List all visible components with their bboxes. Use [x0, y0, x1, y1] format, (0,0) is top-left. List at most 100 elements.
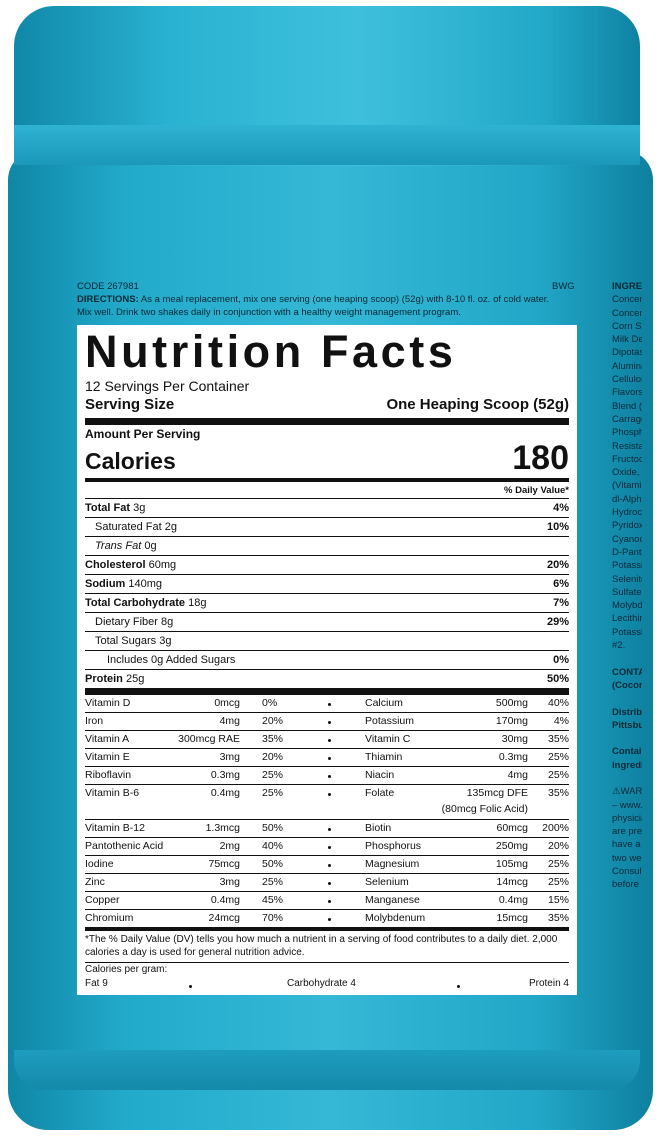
vitamin-dv: 25%	[262, 787, 284, 799]
vitamin-dv: 20%	[262, 715, 284, 727]
vitamin-row: Copper 0.4mg 45% Manganese 0.4mg 15%	[85, 891, 569, 909]
separator-dot	[328, 882, 331, 885]
vitamin-row: Pantothenic Acid 2mg 40% Phosphorus 250mg 20%	[85, 837, 569, 855]
vitamin-dv: 25%	[262, 769, 284, 781]
vitamin-amount: 75mcg	[208, 858, 240, 870]
ingredient-line: Pittsburgh, P	[612, 719, 642, 731]
vitamin-dv: 4%	[553, 715, 569, 727]
vitamin-amount: 2mg	[219, 840, 240, 852]
vitamin-amount: 250mg	[495, 840, 528, 852]
ingredient-line	[612, 772, 642, 785]
ingredient-line: (Vitamin A Acet	[612, 480, 642, 492]
ingredient-line: Potassium Iodide	[612, 560, 642, 572]
nutrient-dv: 50%	[546, 673, 569, 685]
vitamin-name: Riboflavin	[85, 769, 132, 781]
vitamin-row: Iodine 75mcg 50% Magnesium 105mg 25%	[85, 855, 569, 873]
separator-dot	[328, 900, 331, 903]
ingredient-line: dl-Alpha Tocop	[612, 493, 642, 505]
ingredient-line: Potassium, FD&	[612, 626, 642, 638]
vitamin-row: Riboflavin 0.3mg 25% Niacin 4mg 25%	[85, 766, 569, 784]
separator-dot	[328, 918, 331, 921]
vitamin-row: Vitamin D 0mcg 0% Calcium 500mg 40%	[85, 695, 569, 712]
ingredient-line: Aluminate), Wh	[612, 360, 642, 372]
vitamin-name: Vitamin C	[365, 733, 411, 745]
vitamin-row: Vitamin B-6 0.4mg 25% Folate 135mcg DFE (80mc…	[85, 784, 569, 819]
vitamin-amount-note: (80mcg Folic Acid)	[441, 803, 528, 815]
ingredient-line	[612, 652, 642, 665]
rule	[85, 688, 569, 695]
vitamin-name: Thiamin	[365, 751, 403, 763]
directions-label: DIRECTIONS:	[77, 294, 139, 305]
ingredient-line: Resistant Corn	[612, 440, 642, 452]
vitamin-dv: 20%	[262, 751, 284, 763]
ingredients: INGREDIENTS: Concentrate, NConcentrate, C…	[612, 280, 642, 892]
vitamin-dv: 35%	[547, 912, 569, 924]
vitamin-name: Copper	[85, 894, 120, 906]
separator-dot	[328, 721, 331, 724]
servings: 12 Servings Per Container	[85, 378, 250, 394]
vitamin-amount: 4mg	[507, 769, 528, 781]
ingredient-line: Phosphate, Calc	[612, 427, 642, 439]
nutrient-dv: 7%	[553, 597, 569, 609]
vitamin-dv: 200%	[542, 822, 569, 834]
vitamin-name: Molybdenum	[365, 912, 426, 924]
ingredient-line: before any lab te	[612, 879, 642, 891]
separator-dot	[328, 846, 331, 849]
ingredient-line: Distributed by	[612, 706, 642, 718]
vitamin-dv: 20%	[547, 840, 569, 852]
nutrient-amount: 25g	[125, 673, 145, 685]
vitamin-amount: 3mg	[219, 751, 240, 763]
vitamin-amount: 14mcg	[496, 876, 528, 888]
vitamin-dv: 40%	[547, 697, 569, 709]
nutrient-row: Cholesterol 60mg 20%	[85, 555, 569, 574]
vitamin-name: Vitamin B-12	[85, 822, 145, 834]
ingredient-line: Cyanocobalamin	[612, 533, 642, 545]
vitamin-amount: 300mcg RAE	[178, 733, 240, 745]
cpg-fat: Fat 9	[85, 978, 108, 989]
nutrient-left: Total Sugars 3g	[95, 632, 171, 650]
vitamin-dv: 35%	[547, 733, 569, 745]
calories-value: 180	[512, 439, 569, 477]
nutrient-amount: 8g	[161, 616, 174, 628]
nutrition-label: Nutrition Facts 12 Servings Per Containe…	[77, 325, 577, 995]
vitamin-name: Biotin	[365, 822, 392, 834]
vitamin-amount: 500mg	[495, 697, 528, 709]
ingredient-line: ⚠WARNING: Can	[612, 786, 642, 798]
ingredient-line: D-Pantothenate	[612, 546, 642, 558]
nutrient-left: Total Carbohydrate 18g	[85, 594, 206, 612]
vitamin-amount: 170mg	[495, 715, 528, 727]
cpg-label: Calories per gram:	[85, 964, 168, 975]
vitamin-name: Phosphorus	[365, 840, 422, 852]
nutrient-name: Dietary Fiber	[95, 616, 158, 628]
nutrient-amount: 3g	[159, 635, 172, 647]
ingredient-line: two weeks prior t	[612, 852, 642, 864]
nutrient-row: Total Carbohydrate 18g 7%	[85, 593, 569, 612]
directions: DIRECTIONS: As a meal replacement, mix o…	[77, 293, 557, 319]
rule	[85, 927, 569, 931]
calories-row: Calories 180	[85, 439, 569, 477]
ingredient-line: Corn Syrup Sol	[612, 320, 642, 332]
vitamin-list: Vitamin D 0mcg 0% Calcium 500mg 40% Iron 4mg 20%…	[85, 695, 569, 927]
vitamin-name: Iodine	[85, 858, 114, 870]
nutrient-row: Saturated Fat 2g 10%	[85, 517, 569, 536]
vitamin-name: Magnesium	[365, 858, 420, 870]
calories-label: Calories	[85, 448, 176, 474]
calories-per-gram: Calories per gram: Fat 9 Carbohydrate 4 …	[85, 962, 569, 993]
nutrient-dv: 0%	[553, 654, 569, 666]
rule	[85, 478, 569, 482]
ingredient-line: Concentrate, N	[612, 294, 642, 306]
vitamin-amount: 105mg	[495, 858, 528, 870]
vitamin-amount: 0mcg	[214, 697, 240, 709]
separator-dot	[328, 739, 331, 742]
nutrient-amount: 2g	[164, 521, 177, 533]
amount-per-serving: Amount Per Serving	[85, 427, 201, 441]
directions-text: As a meal replacement, mix one serving (…	[77, 294, 550, 318]
ingredient-line: Dipotassium Ph	[612, 347, 642, 359]
vitamin-dv: 70%	[262, 912, 284, 924]
ingredient-line: INGREDIENTS:	[612, 281, 642, 292]
vitamin-name: Potassium	[365, 715, 415, 727]
nutrient-row: Dietary Fiber 8g 29%	[85, 612, 569, 631]
nutrient-left: Cholesterol 60mg	[85, 556, 176, 574]
ingredient-line: Blend (Cellulos	[612, 400, 642, 412]
